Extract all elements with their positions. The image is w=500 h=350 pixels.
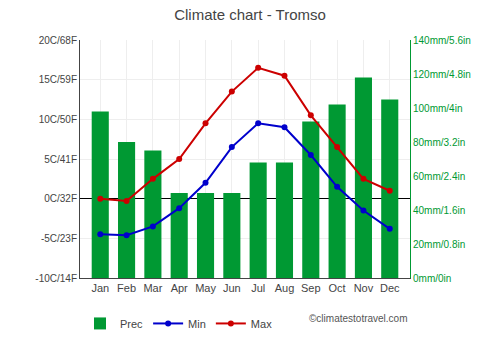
svg-text:Climate chart - Tromso: Climate chart - Tromso: [174, 6, 326, 23]
svg-text:15C/59F: 15C/59F: [39, 74, 77, 85]
svg-text:0C/32F: 0C/32F: [44, 193, 77, 204]
svg-text:Nov: Nov: [354, 282, 374, 294]
svg-text:Sep: Sep: [301, 282, 321, 294]
svg-text:Min: Min: [188, 318, 206, 330]
svg-text:Dec: Dec: [380, 282, 400, 294]
svg-text:5C/41F: 5C/41F: [44, 154, 77, 165]
svg-text:10C/50F: 10C/50F: [39, 114, 77, 125]
svg-text:80mm/3.2in: 80mm/3.2in: [413, 137, 465, 148]
svg-text:Oct: Oct: [329, 282, 346, 294]
svg-text:20mm/0.8in: 20mm/0.8in: [413, 239, 465, 250]
svg-text:40mm/1.6in: 40mm/1.6in: [413, 205, 465, 216]
svg-text:Jan: Jan: [91, 282, 109, 294]
svg-text:Apr: Apr: [171, 282, 188, 294]
svg-text:Prec: Prec: [120, 318, 143, 330]
svg-text:Feb: Feb: [117, 282, 136, 294]
svg-text:60mm/2.4in: 60mm/2.4in: [413, 171, 465, 182]
svg-text:100mm/4in: 100mm/4in: [413, 103, 462, 114]
svg-text:Max: Max: [251, 318, 272, 330]
svg-text:-5C/23F: -5C/23F: [41, 233, 77, 244]
svg-text:©climatestotravel.com: ©climatestotravel.com: [309, 313, 408, 324]
svg-text:-10C/14F: -10C/14F: [35, 273, 77, 284]
svg-text:120mm/4.8in: 120mm/4.8in: [413, 69, 471, 80]
svg-text:Jul: Jul: [251, 282, 265, 294]
svg-text:May: May: [195, 282, 216, 294]
svg-text:Mar: Mar: [143, 282, 162, 294]
svg-text:0mm/0in: 0mm/0in: [413, 273, 451, 284]
svg-text:Aug: Aug: [275, 282, 295, 294]
svg-text:Jun: Jun: [223, 282, 241, 294]
svg-text:20C/68F: 20C/68F: [39, 35, 77, 46]
svg-text:140mm/5.6in: 140mm/5.6in: [413, 35, 471, 46]
